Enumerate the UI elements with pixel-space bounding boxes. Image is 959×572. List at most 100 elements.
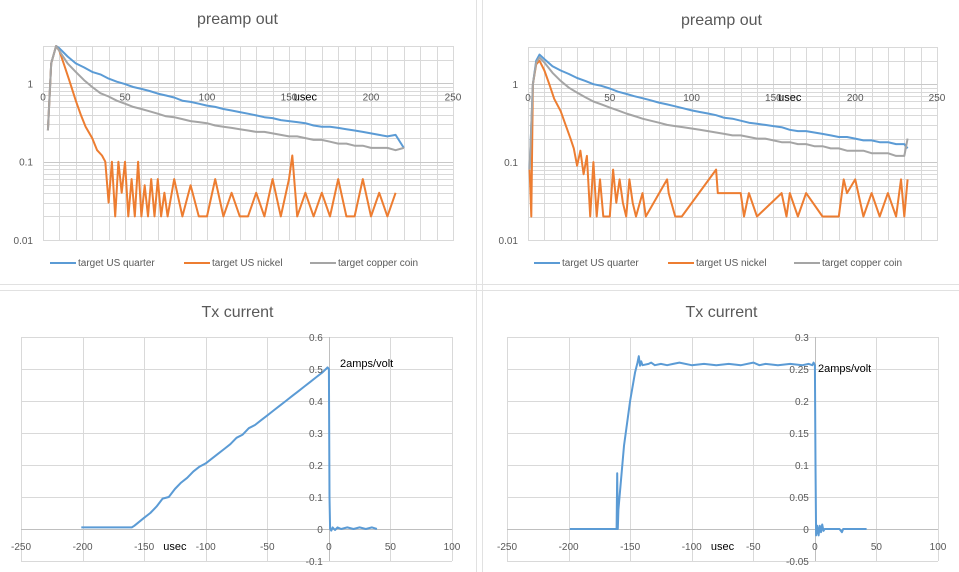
data-point <box>854 178 856 180</box>
data-point <box>599 178 601 180</box>
data-point <box>740 120 742 122</box>
data-point <box>205 462 207 464</box>
data-point <box>255 192 257 194</box>
data-point <box>345 143 347 145</box>
x-tick-label: -50 <box>260 542 275 553</box>
data-point <box>843 178 845 180</box>
x-tick-label: -250 <box>497 542 517 553</box>
x-tick-label: -150 <box>620 542 640 553</box>
data-point <box>623 445 625 447</box>
annotation-amps-per-volt: 2amps/volt <box>818 363 871 375</box>
x-tick-label: 0 <box>525 93 531 104</box>
data-point <box>895 155 897 157</box>
data-point <box>691 128 693 130</box>
data-point <box>715 364 717 366</box>
series-line-target-copper-coin <box>46 45 405 152</box>
data-point <box>854 138 856 140</box>
x-tick-label: 0 <box>812 542 818 553</box>
data-point <box>903 216 905 218</box>
data-point <box>156 506 158 508</box>
chart-tx-current-right[interactable]: Tx current -250 -200 -150 -100 -50 0 50 100 -0.05… <box>484 292 959 572</box>
data-point <box>907 178 909 180</box>
series-line-tx-current <box>81 366 378 532</box>
data-point <box>157 93 159 95</box>
data-point <box>629 400 631 402</box>
data-point <box>633 115 635 117</box>
data-point <box>162 498 164 500</box>
data-point <box>214 106 216 108</box>
data-point <box>553 98 555 100</box>
data-point <box>263 215 265 217</box>
data-point <box>530 216 532 218</box>
data-point <box>756 123 758 125</box>
data-point <box>830 134 832 136</box>
data-point <box>124 83 126 85</box>
data-point <box>612 169 614 171</box>
data-point <box>758 364 760 366</box>
data-point <box>280 134 282 136</box>
data-point <box>642 97 644 99</box>
chart-preamp-out-right[interactable]: preamp out 0 50 100 150 200 250 0.01 0.1 1 usec tar… <box>484 0 959 284</box>
data-point <box>395 134 397 136</box>
data-point <box>548 83 550 85</box>
data-point <box>332 526 334 528</box>
data-point <box>740 134 742 136</box>
data-point <box>642 118 644 120</box>
data-point <box>617 91 619 93</box>
data-point <box>47 130 49 132</box>
gridlines <box>21 337 453 562</box>
data-point <box>622 202 624 204</box>
data-point <box>132 106 134 108</box>
x-tick-label: -100 <box>682 542 702 553</box>
data-point <box>192 470 194 472</box>
data-point <box>370 147 372 149</box>
data-point <box>772 125 774 127</box>
data-point <box>625 216 627 218</box>
data-point <box>838 216 840 218</box>
data-point <box>781 126 783 128</box>
x-tick-label: 200 <box>847 93 864 104</box>
data-point <box>672 363 674 365</box>
x-tick-label: -50 <box>746 542 761 553</box>
data-point <box>666 364 668 366</box>
data-point <box>748 122 750 124</box>
data-point <box>229 443 231 445</box>
data-point <box>304 192 306 194</box>
data-point <box>871 139 873 141</box>
data-point <box>628 178 630 180</box>
data-point <box>154 215 156 217</box>
chart-svg: preamp out 0 50 100 150 200 250 0.01 0.1 1 usec tar… <box>14 11 462 269</box>
data-point <box>691 364 693 366</box>
data-point <box>576 77 578 79</box>
data-point <box>303 386 305 388</box>
data-point <box>862 216 864 218</box>
data-point <box>616 472 618 474</box>
chart-preamp-out-left[interactable]: preamp out 0 50 100 150 200 250 0.01 0.1 1 usec tar… <box>0 0 475 284</box>
x-tick-label: 50 <box>119 92 131 103</box>
data-point <box>99 73 101 75</box>
y-tick-label: 0.4 <box>309 397 323 408</box>
y-tick-label: 0 <box>803 525 809 536</box>
data-point <box>764 138 766 140</box>
data-point <box>291 395 293 397</box>
data-point <box>108 78 110 80</box>
chart-title: Tx current <box>201 304 274 321</box>
data-point <box>131 526 133 528</box>
chart-tx-current-left[interactable]: Tx current -250 -200 -150 -100 -50 0 50 100 -0.1 0… <box>0 292 475 572</box>
data-point <box>752 362 754 364</box>
data-point <box>236 437 238 439</box>
data-point <box>637 362 639 364</box>
y-tick-label: 0.3 <box>309 429 323 440</box>
data-point <box>345 128 347 130</box>
x-tick-label: 50 <box>604 93 616 104</box>
chart-svg: preamp out 0 50 100 150 200 250 0.01 0.1 1 usec tar… <box>499 12 946 269</box>
data-point <box>140 88 142 90</box>
data-point <box>560 80 562 82</box>
data-point <box>117 161 119 163</box>
data-point <box>362 131 364 133</box>
y-tick-label: -0.1 <box>306 557 324 568</box>
data-point <box>633 95 635 97</box>
y-tick-label: 0.25 <box>789 365 809 376</box>
data-point <box>354 130 356 132</box>
